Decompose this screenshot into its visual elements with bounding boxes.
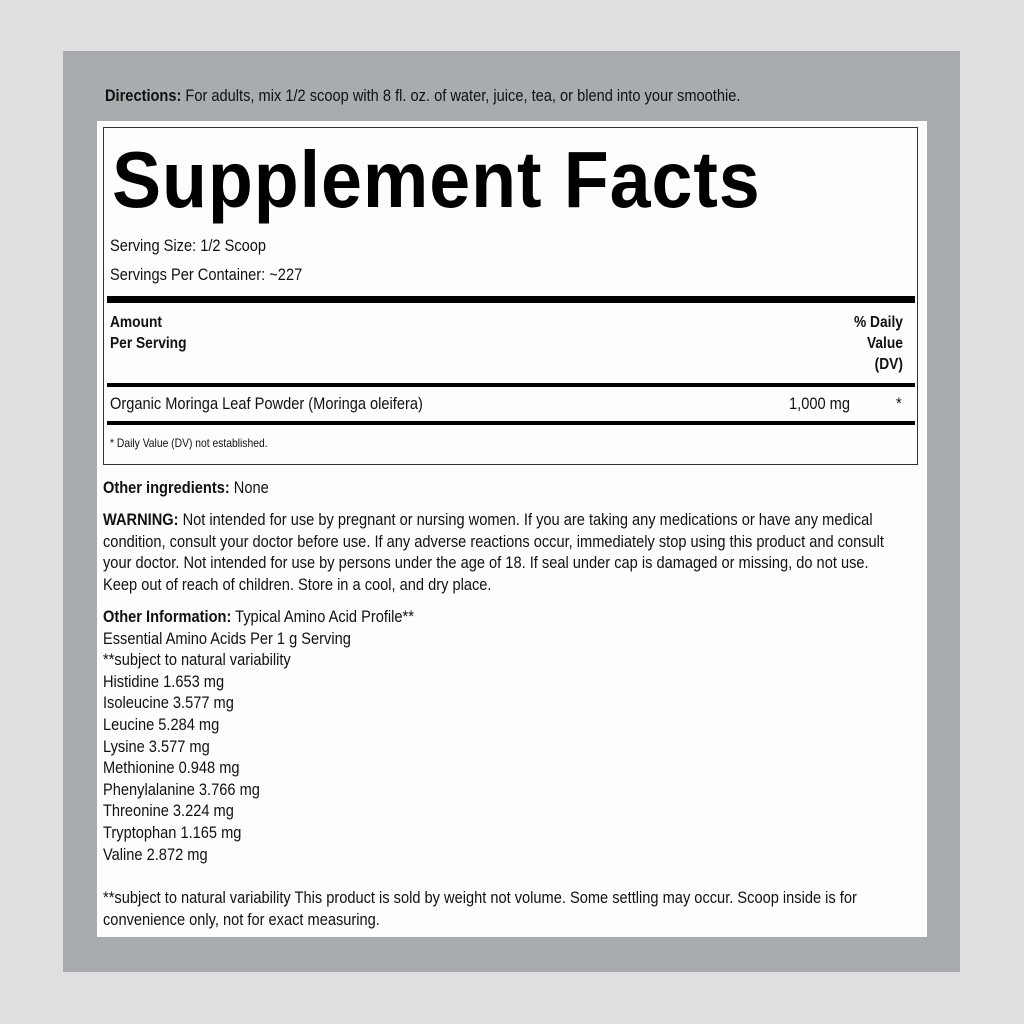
amount-header: Amount Per Serving xyxy=(110,312,186,354)
amino-acid-item: Tryptophan 1.165 mg xyxy=(103,822,242,842)
amino-acid-item: Leucine 5.284 mg xyxy=(103,714,220,734)
amino-acid-item: Phenylalanine 3.766 mg xyxy=(103,779,260,799)
amino-acid-item: Threonine 3.224 mg xyxy=(103,801,234,821)
amino-acid-item: Methionine 0.948 mg xyxy=(103,758,240,778)
other-information-text: Typical Amino Acid Profile** xyxy=(231,607,414,626)
footnote: * Daily Value (DV) not established. xyxy=(110,436,268,450)
directions: Directions: For adults, mix 1/2 scoop wi… xyxy=(105,85,740,107)
thick-rule xyxy=(107,296,915,303)
directions-label: Directions: xyxy=(105,86,182,105)
warning-line: condition, consult your doctor before us… xyxy=(103,531,884,551)
directions-text: For adults, mix 1/2 scoop with 8 fl. oz.… xyxy=(181,86,741,105)
servings-per-container: Servings Per Container: ~227 xyxy=(110,265,303,284)
label-content xyxy=(97,121,927,937)
other-information-label: Other Information: xyxy=(103,607,232,626)
dv-header: % Daily Value (DV) xyxy=(854,312,903,375)
nutrient-amount: 1,000 mg xyxy=(789,394,850,413)
dv-header-line: Value xyxy=(867,335,903,352)
warning-line: your doctor. Not intended for use by per… xyxy=(103,553,869,573)
amount-header-line: Per Serving xyxy=(110,335,187,352)
dv-header-line: (DV) xyxy=(874,356,903,373)
info-line: **subject to natural variability xyxy=(103,650,291,670)
closing-note: **subject to natural variability This pr… xyxy=(103,887,857,930)
warning-line: Not intended for use by pregnant or nurs… xyxy=(178,510,873,529)
other-ingredients-text: None xyxy=(229,478,269,497)
amino-acid-item: Valine 2.872 mg xyxy=(103,844,208,864)
closing-line: convenience only, not for exact measurin… xyxy=(103,909,380,929)
rule xyxy=(107,421,915,425)
facts-title: Supplement Facts xyxy=(112,135,761,224)
warning: WARNING: Not intended for use by pregnan… xyxy=(103,509,884,595)
amount-header-line: Amount xyxy=(110,314,162,331)
other-ingredients-label: Other ingredients: xyxy=(103,478,230,497)
nutrient-name: Organic Moringa Leaf Powder (Moringa ole… xyxy=(110,394,423,413)
nutrient-dv: * xyxy=(896,394,902,413)
supplement-facts-box: Supplement Facts Serving Size: 1/2 Scoop… xyxy=(103,127,918,465)
info-line: Essential Amino Acids Per 1 g Serving xyxy=(103,628,351,648)
amino-acid-item: Histidine 1.653 mg xyxy=(103,671,225,691)
rule xyxy=(107,383,915,387)
warning-label: WARNING: xyxy=(103,510,179,529)
warning-line: Keep out of reach of children. Store in … xyxy=(103,574,492,594)
closing-line: **subject to natural variability This pr… xyxy=(103,888,857,907)
serving-size: Serving Size: 1/2 Scoop xyxy=(110,236,267,255)
other-information: Other Information: Typical Amino Acid Pr… xyxy=(103,606,414,865)
amino-acid-item: Lysine 3.577 mg xyxy=(103,736,210,756)
dv-header-line: % Daily xyxy=(854,314,903,331)
other-ingredients: Other ingredients: None xyxy=(103,477,269,499)
amino-acid-item: Isoleucine 3.577 mg xyxy=(103,693,234,713)
